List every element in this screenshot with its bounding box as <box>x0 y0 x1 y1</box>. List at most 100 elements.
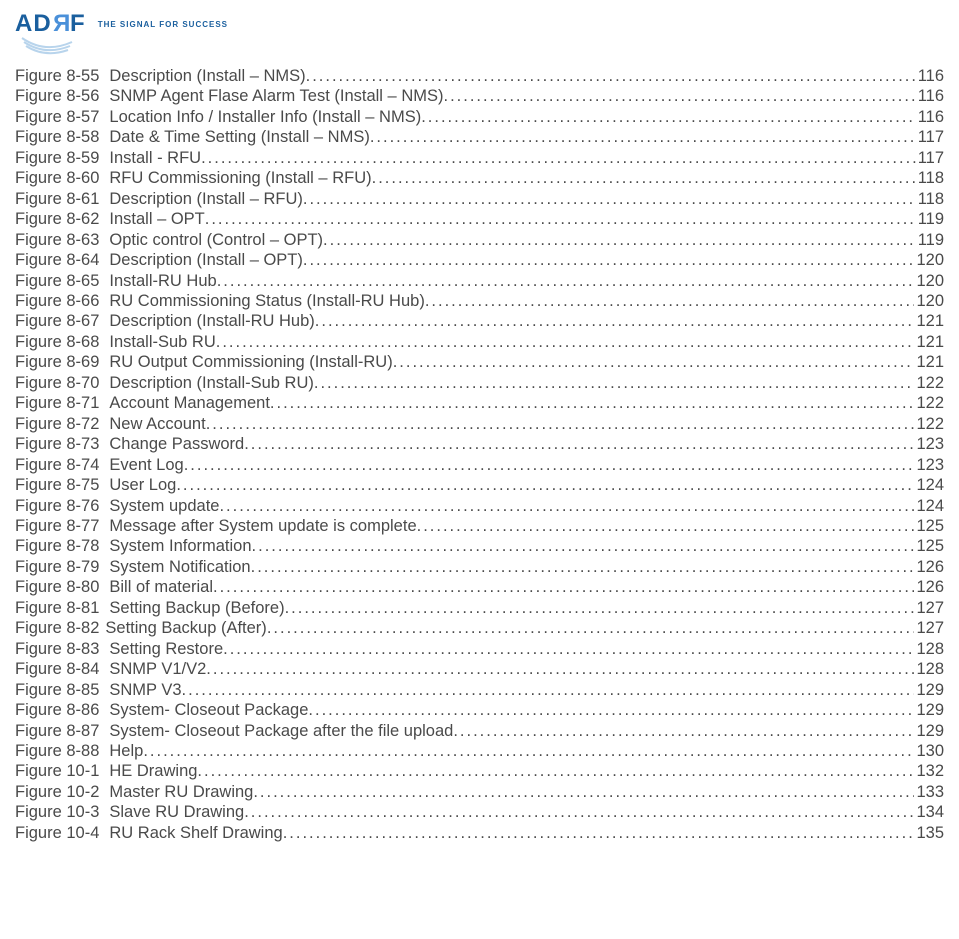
figure-entry: Figure 8-79System Notification126 <box>15 557 944 577</box>
leader-dots <box>393 352 915 372</box>
figure-ref: Figure 10-2 <box>15 782 109 802</box>
page-number: 116 <box>916 107 944 127</box>
figure-ref: Figure 8-80 <box>15 577 109 597</box>
figure-title: Description (Install-RU Hub) <box>109 311 314 331</box>
figure-ref: Figure 8-71 <box>15 393 109 413</box>
leader-dots <box>184 455 915 475</box>
figure-ref: Figure 8-85 <box>15 680 109 700</box>
figure-ref: Figure 10-1 <box>15 761 109 781</box>
figure-entry: Figure 8-73Change Password 123 <box>15 434 944 454</box>
figure-ref: Figure 8-83 <box>15 639 109 659</box>
page-number: 119 <box>916 230 944 250</box>
figure-title: Setting Backup (After) <box>105 618 266 638</box>
figure-ref: Figure 8-88 <box>15 741 109 761</box>
leader-dots <box>252 536 915 556</box>
page-number: 120 <box>914 291 944 311</box>
figure-ref: Figure 8-59 <box>15 148 109 168</box>
leader-dots <box>267 618 915 638</box>
figure-entry: Figure 10-3Slave RU Drawing 134 <box>15 802 944 822</box>
page-number: 133 <box>914 782 944 802</box>
page-number: 130 <box>914 741 944 761</box>
figure-ref: Figure 8-68 <box>15 332 109 352</box>
figure-title: Install – OPT <box>109 209 204 229</box>
figure-title: SNMP V3 <box>109 680 181 700</box>
figure-ref: Figure 8-57 <box>15 107 109 127</box>
page-number: 129 <box>914 680 944 700</box>
leader-dots <box>370 127 916 147</box>
figure-entry: Figure 8-78System Information 125 <box>15 536 944 556</box>
figure-ref: Figure 8-73 <box>15 434 109 454</box>
page-number: 135 <box>914 823 944 843</box>
page-number: 124 <box>914 475 944 495</box>
leader-dots <box>206 414 915 434</box>
figure-title: Description (Install – OPT) <box>109 250 302 270</box>
figure-title: RU Rack Shelf Drawing <box>109 823 282 843</box>
figure-ref: Figure 8-79 <box>15 557 109 577</box>
figure-title: RU Output Commissioning (Install-RU) <box>109 352 392 372</box>
figure-title: Install-Sub RU <box>109 332 215 352</box>
leader-dots <box>176 475 914 495</box>
leader-dots <box>283 823 915 843</box>
page-number: 122 <box>914 373 944 393</box>
page-number: 123 <box>914 434 944 454</box>
figure-entry: Figure 8-69RU Output Commissioning (Inst… <box>15 352 944 372</box>
figure-ref: Figure 8-76 <box>15 496 109 516</box>
figure-ref: Figure 8-69 <box>15 352 109 372</box>
leader-dots <box>244 802 914 822</box>
leader-dots <box>251 557 915 577</box>
logo-letter-d: D <box>33 10 51 37</box>
figure-ref: Figure 10-3 <box>15 802 109 822</box>
leader-dots <box>206 659 914 679</box>
figure-title: Description (Install – NMS) <box>109 66 305 86</box>
leader-dots <box>443 86 915 106</box>
logo-letter-r: R <box>52 10 70 38</box>
figure-entry: Figure 10-2Master RU Drawing 133 <box>15 782 944 802</box>
figure-title: Setting Restore <box>109 639 223 659</box>
leader-dots <box>323 230 916 250</box>
leader-dots <box>143 741 914 761</box>
leader-dots <box>213 577 914 597</box>
page-number: 119 <box>916 209 944 229</box>
figure-entry: Figure 8-82 Setting Backup (After) 127 <box>15 618 944 638</box>
page-number: 118 <box>916 189 944 209</box>
leader-dots <box>315 311 915 331</box>
figure-entry: Figure 8-70Description (Install-Sub RU)1… <box>15 373 944 393</box>
leader-dots <box>314 373 915 393</box>
figure-title: Setting Backup (Before) <box>109 598 284 618</box>
leader-dots <box>285 598 915 618</box>
figure-title: Date & Time Setting (Install – NMS) <box>109 127 369 147</box>
leader-dots <box>417 516 915 536</box>
leader-dots <box>303 189 916 209</box>
leader-dots <box>223 639 914 659</box>
figure-entry: Figure 8-60RFU Commissioning (Install – … <box>15 168 944 188</box>
page-number: 124 <box>914 496 944 516</box>
leader-dots <box>270 393 915 413</box>
leader-dots <box>219 496 914 516</box>
figure-entry: Figure 8-71Account Management 122 <box>15 393 944 413</box>
figure-entry: Figure 8-86System- Closeout Package 129 <box>15 700 944 720</box>
page-number: 129 <box>914 721 944 741</box>
figure-ref: Figure 8-78 <box>15 536 109 556</box>
figure-title: System update <box>109 496 219 516</box>
page-number: 121 <box>914 332 944 352</box>
figure-ref: Figure 8-84 <box>15 659 109 679</box>
figure-entry: Figure 8-65Install-RU Hub 120 <box>15 271 944 291</box>
figure-title: Location Info / Installer Info (Install … <box>109 107 421 127</box>
figure-entry: Figure 8-76System update 124 <box>15 496 944 516</box>
figure-entry: Figure 8-61Description (Install – RFU) 1… <box>15 189 944 209</box>
page-number: 122 <box>914 393 944 413</box>
figure-ref: Figure 8-62 <box>15 209 109 229</box>
page-number: 127 <box>914 598 944 618</box>
figure-entry: Figure 8-66RU Commissioning Status (Inst… <box>15 291 944 311</box>
leader-dots <box>197 761 914 781</box>
page-number: 120 <box>914 250 944 270</box>
figure-title: Install - RFU <box>109 148 201 168</box>
figure-ref: Figure 8-64 <box>15 250 109 270</box>
figure-entry: Figure 8-56SNMP Agent Flase Alarm Test (… <box>15 86 944 106</box>
figure-entry: Figure 8-80Bill of material 126 <box>15 577 944 597</box>
page-number: 125 <box>914 536 944 556</box>
page-number: 116 <box>916 66 944 86</box>
figure-ref: Figure 8-74 <box>15 455 109 475</box>
figure-ref: Figure 8-56 <box>15 86 109 106</box>
figure-entry: Figure 8-85SNMP V3 129 <box>15 680 944 700</box>
